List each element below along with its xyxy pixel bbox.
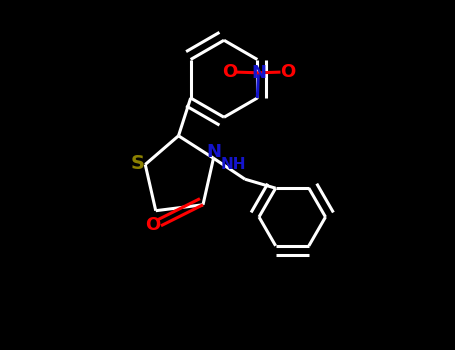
Text: O: O — [145, 216, 161, 235]
Text: NH: NH — [221, 157, 246, 172]
Text: S: S — [131, 154, 145, 173]
Text: N: N — [251, 64, 266, 82]
Text: O: O — [222, 63, 237, 81]
Text: O: O — [280, 63, 295, 81]
Text: N: N — [207, 143, 222, 161]
